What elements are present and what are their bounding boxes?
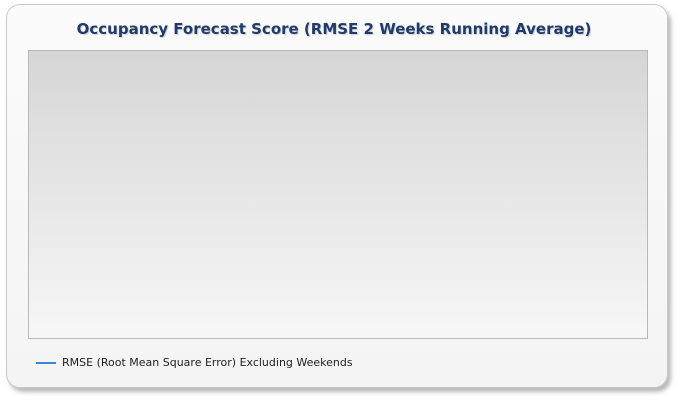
legend: RMSE (Root Mean Square Error) Excluding … <box>36 356 353 369</box>
legend-swatch-rmse <box>36 361 56 364</box>
plot-canvas <box>29 51 647 338</box>
plot-area <box>28 50 648 339</box>
chart-title: Occupancy Forecast Score (RMSE 2 Weeks R… <box>76 20 592 38</box>
legend-label-rmse: RMSE (Root Mean Square Error) Excluding … <box>62 356 353 369</box>
